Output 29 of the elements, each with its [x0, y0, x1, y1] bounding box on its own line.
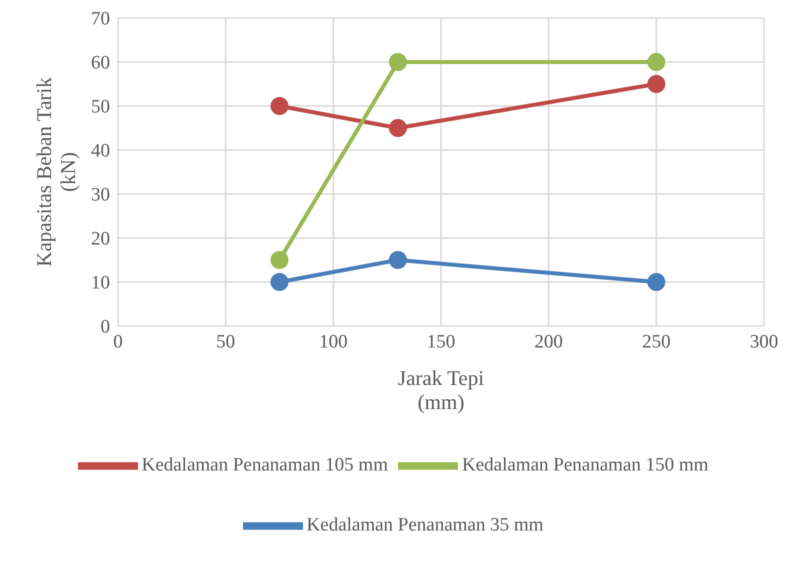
x-axis-title: Jarak Tepi (mm)	[398, 366, 484, 414]
point	[647, 273, 666, 291]
x-tick-label: 200	[534, 331, 563, 352]
y-tick-label: 0	[100, 316, 110, 338]
y-tick-label: 20	[91, 228, 110, 250]
point	[647, 53, 666, 71]
y-tick-label: 40	[91, 140, 110, 162]
y-tick-label: 70	[91, 8, 110, 30]
y-axis-title: Kapasitas Beban Tarik (kN)	[32, 76, 80, 267]
y-tick-label: 30	[91, 184, 110, 206]
y-tick-label: 50	[91, 96, 110, 118]
point	[388, 251, 407, 269]
point	[388, 53, 407, 71]
x-tick-label: 250	[642, 331, 671, 352]
legend-label: Kedalaman Penanaman 105 mm	[142, 454, 388, 476]
point	[270, 251, 288, 269]
x-tick-label: 50	[216, 331, 236, 352]
point	[270, 97, 288, 115]
x-tick-label: 0	[113, 331, 123, 352]
x-tick-label: 300	[750, 331, 778, 352]
y-tick-label: 10	[91, 272, 110, 294]
point	[388, 119, 407, 137]
y-tick-label: 60	[91, 52, 110, 74]
point	[647, 75, 666, 93]
legend-label: Kedalaman Penanaman 150 mm	[462, 454, 708, 476]
x-tick-label: 100	[319, 331, 348, 352]
x-tick-label: 150	[426, 331, 456, 352]
legend-label: Kedalaman Penanaman 35 mm	[306, 514, 544, 536]
point	[270, 273, 288, 291]
